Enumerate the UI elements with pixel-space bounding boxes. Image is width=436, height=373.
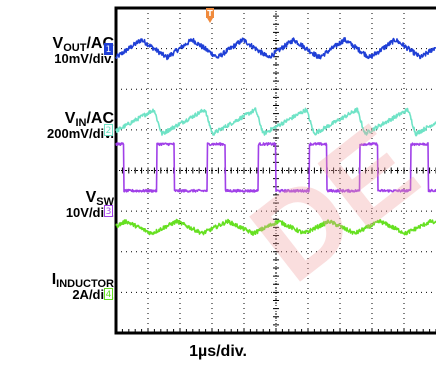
trace-channel-3 — [115, 142, 436, 193]
trigger-marker-label: T — [207, 9, 213, 18]
channel-2-marker: 2 — [104, 124, 113, 136]
channel-1-marker: 1 — [104, 43, 113, 55]
channel-4-marker: 4 — [104, 288, 113, 300]
channel-2-label: VIN/AC 200mV/div. — [47, 110, 114, 142]
trigger-marker-pointer — [207, 18, 213, 23]
channel-3-label: VSW 10V/div. — [65, 189, 114, 221]
trace-channel-2 — [115, 107, 436, 137]
channel-3-marker: 3 — [104, 205, 113, 217]
trigger-marker-box — [206, 8, 214, 18]
channel-1-label: VOUT/AC 10mV/div. — [52, 35, 114, 67]
trace-channel-4 — [115, 218, 436, 236]
x-axis-label: 1µs/div. — [189, 343, 247, 360]
trace-channel-1 — [115, 36, 436, 61]
channel-4-label: IINDUCTOR 2A/div. — [51, 271, 114, 303]
